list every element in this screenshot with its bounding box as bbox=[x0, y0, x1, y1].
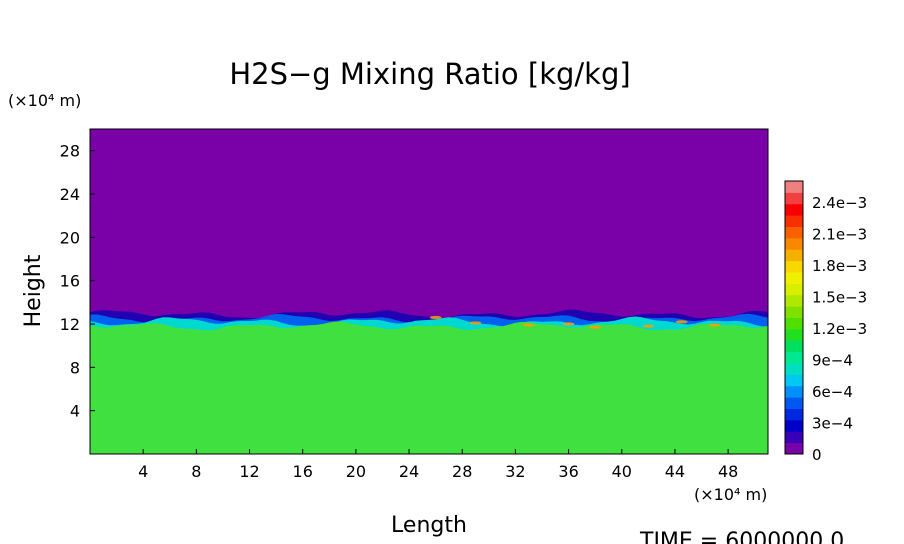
colorbar-swatch bbox=[785, 408, 803, 421]
colorbar-swatch bbox=[785, 328, 803, 341]
colorbar bbox=[784, 180, 804, 455]
colorbar-swatch bbox=[785, 192, 803, 205]
colorbar-label: 0 bbox=[812, 446, 822, 464]
x-axis-label: Length bbox=[391, 513, 467, 538]
x-tick-label: 48 bbox=[718, 462, 738, 481]
colorbar-swatch bbox=[785, 363, 803, 375]
colorbar-label: 1.2e−3 bbox=[812, 320, 867, 338]
colorbar-swatch bbox=[785, 442, 803, 455]
colorbar-swatch bbox=[785, 283, 803, 296]
colorbar-swatch bbox=[785, 226, 803, 239]
boundary-accent bbox=[429, 315, 442, 320]
field-boundary-green-band bbox=[90, 321, 768, 454]
colorbar-swatch bbox=[785, 397, 803, 409]
colorbar-swatch bbox=[785, 351, 803, 364]
colorbar-label: 1.8e−3 bbox=[812, 257, 867, 275]
boundary-accent bbox=[562, 322, 575, 326]
colorbar-label: 2.4e−3 bbox=[812, 194, 867, 212]
y-axis-unit: (×10⁴ m) bbox=[8, 91, 81, 110]
colorbar-swatch bbox=[785, 215, 803, 227]
colorbar-label: 6e−4 bbox=[812, 383, 853, 401]
y-axis-ticks: 4 8 12 16 20 24 28 bbox=[60, 142, 95, 421]
colorbar-swatch bbox=[785, 203, 803, 216]
colorbar-label: 2.1e−3 bbox=[812, 226, 867, 244]
boundary-accent bbox=[469, 321, 482, 325]
colorbar-label: 9e−4 bbox=[812, 352, 853, 370]
colorbar-frame bbox=[784, 180, 804, 455]
colorbar-swatch bbox=[785, 249, 803, 262]
x-tick-label: 28 bbox=[452, 462, 472, 481]
colorbar-labels: 0 3e−4 6e−4 9e−4 1.2e−3 1.5e−3 1.8e−3 2.1e−3 2.4… bbox=[812, 194, 867, 464]
colorbar-swatch bbox=[785, 294, 803, 307]
y-axis-label: Height bbox=[21, 254, 46, 327]
colorbar-swatch bbox=[785, 374, 803, 387]
colorbar-label: 1.5e−3 bbox=[812, 289, 867, 307]
y-tick-label: 12 bbox=[60, 315, 80, 334]
plot-area bbox=[89, 128, 769, 455]
boundary-accent bbox=[675, 320, 688, 324]
y-tick-label: 8 bbox=[70, 358, 80, 377]
chart-title: H2S−g Mixing Ratio [kg/kg] bbox=[229, 57, 630, 91]
y-tick-label: 24 bbox=[60, 185, 80, 204]
x-tick-label: 40 bbox=[612, 462, 632, 481]
boundary-accent bbox=[642, 324, 655, 328]
colorbar-swatch bbox=[785, 306, 803, 318]
colorbar-swatch bbox=[785, 260, 803, 273]
x-tick-label: 36 bbox=[558, 462, 578, 481]
field-boundary-accents bbox=[429, 315, 721, 329]
boundary-accent bbox=[589, 325, 602, 329]
y-tick-label: 20 bbox=[60, 228, 80, 247]
colorbar-swatch bbox=[785, 340, 803, 353]
y-tick-label: 28 bbox=[60, 142, 80, 161]
x-tick-label: 8 bbox=[191, 462, 201, 481]
colorbar-label: 3e−4 bbox=[812, 415, 853, 433]
colorbar-swatch bbox=[785, 431, 803, 444]
x-axis-ticks: 4 8 12 16 20 24 28 32 36 40 44 48 bbox=[138, 449, 738, 481]
colorbar-swatch bbox=[785, 181, 803, 193]
y-tick-label: 16 bbox=[60, 272, 80, 291]
plot-frame bbox=[89, 128, 769, 455]
y-tick-label: 4 bbox=[70, 402, 80, 421]
x-tick-label: 24 bbox=[399, 462, 419, 481]
colorbar-swatch bbox=[785, 317, 803, 330]
x-tick-label: 12 bbox=[239, 462, 259, 481]
x-tick-label: 4 bbox=[138, 462, 148, 481]
boundary-accent bbox=[708, 323, 721, 327]
x-tick-label: 32 bbox=[505, 462, 525, 481]
colorbar-swatch bbox=[785, 419, 803, 432]
colorbar-swatch bbox=[785, 385, 803, 398]
x-axis-unit: (×10⁴ m) bbox=[694, 485, 767, 504]
x-tick-label: 16 bbox=[293, 462, 313, 481]
x-tick-label: 20 bbox=[346, 462, 366, 481]
colorbar-swatch bbox=[785, 272, 803, 284]
boundary-accent bbox=[522, 323, 535, 327]
colorbar-swatch bbox=[785, 237, 803, 250]
time-label: TIME = 6000000.0 bbox=[639, 529, 844, 544]
x-tick-label: 44 bbox=[665, 462, 685, 481]
